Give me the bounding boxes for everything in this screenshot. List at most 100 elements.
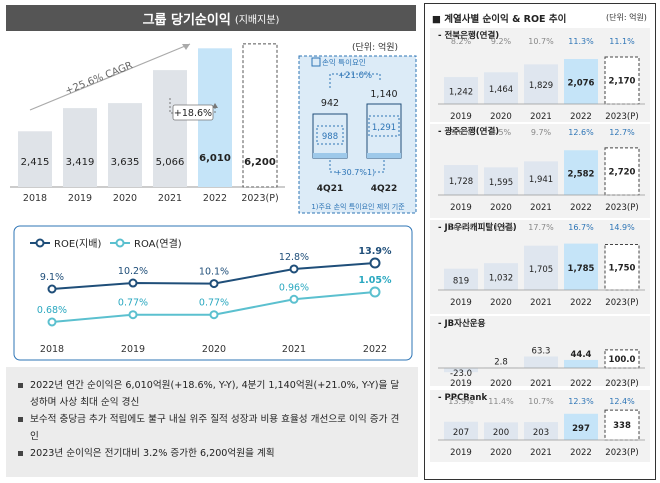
inset-q2-base xyxy=(367,153,401,158)
bar xyxy=(444,268,478,290)
roe-label: 17.7% xyxy=(528,223,554,232)
roa-data-label: 0.77% xyxy=(199,298,229,309)
roe-label: 11.3% xyxy=(568,37,594,46)
roe-data-label: 9.1% xyxy=(40,272,64,283)
legend-roe-label: ROE(지배) xyxy=(54,238,101,250)
bar xyxy=(564,59,598,104)
data-label: 2,415 xyxy=(21,157,50,168)
tick-label: 2023(P) xyxy=(605,112,638,122)
tick-label: 2019 xyxy=(450,298,472,308)
tick-label: 2022 xyxy=(203,193,227,204)
tick-label: 2021 xyxy=(530,379,552,389)
bar xyxy=(524,64,558,104)
subsidiary-title: - PPCBank xyxy=(438,393,487,403)
bar xyxy=(18,131,52,187)
inset-q2-core: 1,291 xyxy=(372,123,396,133)
inset-core-yoy: +30.7%1) xyxy=(335,168,375,177)
data-label: 3,635 xyxy=(111,157,140,168)
data-label: 2,720 xyxy=(609,167,636,177)
roa-point xyxy=(289,294,299,304)
tick-label: 2020 xyxy=(113,193,137,204)
bar xyxy=(604,56,640,105)
subsidiary-panel-title: ■ 계열사별 순이익 & ROE 추이 xyxy=(432,14,567,25)
tick-label: 2023(P) xyxy=(605,298,638,308)
bar xyxy=(444,421,478,440)
growth-label: +18.6% xyxy=(174,108,212,119)
bar xyxy=(604,147,640,196)
inset-legend: 손익 특이요인 xyxy=(322,57,366,67)
data-label: 1,728 xyxy=(449,177,473,187)
bar xyxy=(484,263,518,290)
tick-label: 2022 xyxy=(570,448,592,458)
roe-label: 8.2% xyxy=(451,37,472,46)
roa-point xyxy=(369,286,381,298)
roe-label: 13.9% xyxy=(448,397,474,406)
subsidiary-title: - JB자산운용 xyxy=(438,318,486,329)
roe-label: 10.9% xyxy=(448,223,474,232)
tick-label: 2020 xyxy=(202,344,226,355)
tick-label: 2018 xyxy=(40,344,64,355)
tick-label: 2022 xyxy=(570,379,592,389)
roa-data-label: 1.05% xyxy=(359,275,392,286)
data-label: 63.3 xyxy=(532,346,551,356)
roe-label: 12.6% xyxy=(568,128,594,137)
tick-label: 2021 xyxy=(158,193,182,204)
inset-q1-core: 988 xyxy=(322,132,338,142)
inset-q1-base xyxy=(313,153,347,158)
tick-label: 2022 xyxy=(570,203,592,213)
data-label: 200 xyxy=(493,428,509,438)
tick-label: 2019 xyxy=(450,112,472,122)
roe-point xyxy=(47,284,57,294)
data-label: 2.8 xyxy=(494,357,508,367)
data-label: 3,419 xyxy=(66,157,95,168)
roe-data-label: 13.9% xyxy=(359,246,392,257)
data-label: 1,705 xyxy=(529,265,553,275)
data-label: 1,242 xyxy=(449,88,473,98)
tick-label: 2020 xyxy=(490,203,512,213)
roe-label: 16.7% xyxy=(568,223,594,232)
tick-label: 2023(P) xyxy=(605,379,638,389)
inset-yoy: +21.0% xyxy=(338,71,372,81)
tick-label: 2021 xyxy=(282,344,306,355)
data-label: 6,010 xyxy=(199,153,231,164)
data-label: 297 xyxy=(572,424,590,434)
roe-point xyxy=(369,257,381,269)
roe-label: 9.7% xyxy=(531,128,552,137)
subsidiary-title: - 광주은행(연결) xyxy=(438,126,499,137)
data-label: 1,750 xyxy=(609,263,636,273)
section-header: 그룹 당기순이익 (지배지분) xyxy=(6,5,416,31)
tick-label: 2021 xyxy=(530,112,552,122)
roe-label: 8.5% xyxy=(491,128,512,137)
cagr-arrow xyxy=(29,43,191,111)
roe-label: 12.3% xyxy=(568,397,594,406)
tick-label: 2020 xyxy=(490,448,512,458)
subsidiary-title: - JB우리캐피탈(연결) xyxy=(438,222,517,233)
bar xyxy=(524,422,558,440)
bar xyxy=(63,108,97,187)
tick-label: 2020 xyxy=(490,298,512,308)
bar xyxy=(564,413,598,440)
tick-label: 2023(P) xyxy=(605,448,638,458)
inset-core-bracket xyxy=(329,160,385,173)
cagr-arrow-head xyxy=(182,44,190,50)
roa-point xyxy=(47,317,57,327)
data-label: -23.0 xyxy=(450,369,472,379)
roe-point xyxy=(209,279,219,289)
bar xyxy=(484,167,518,195)
data-label: 2,582 xyxy=(568,170,595,180)
growth-badge xyxy=(172,104,214,121)
data-label: 1,785 xyxy=(568,264,595,274)
roe-label: 11.9% xyxy=(488,223,514,232)
bar xyxy=(444,165,478,195)
legend-roa-marker xyxy=(115,238,125,248)
roa-data-label: 0.96% xyxy=(279,282,309,293)
bar xyxy=(153,70,187,187)
roe-label: 11.4% xyxy=(488,397,514,406)
tick-label: 2021 xyxy=(530,448,552,458)
data-label: 819 xyxy=(453,276,469,286)
legend-roe-marker xyxy=(35,238,45,248)
tick-label: 2019 xyxy=(121,344,145,355)
roe-label: 9.8% xyxy=(451,128,472,137)
data-label: 100.0 xyxy=(609,355,636,365)
